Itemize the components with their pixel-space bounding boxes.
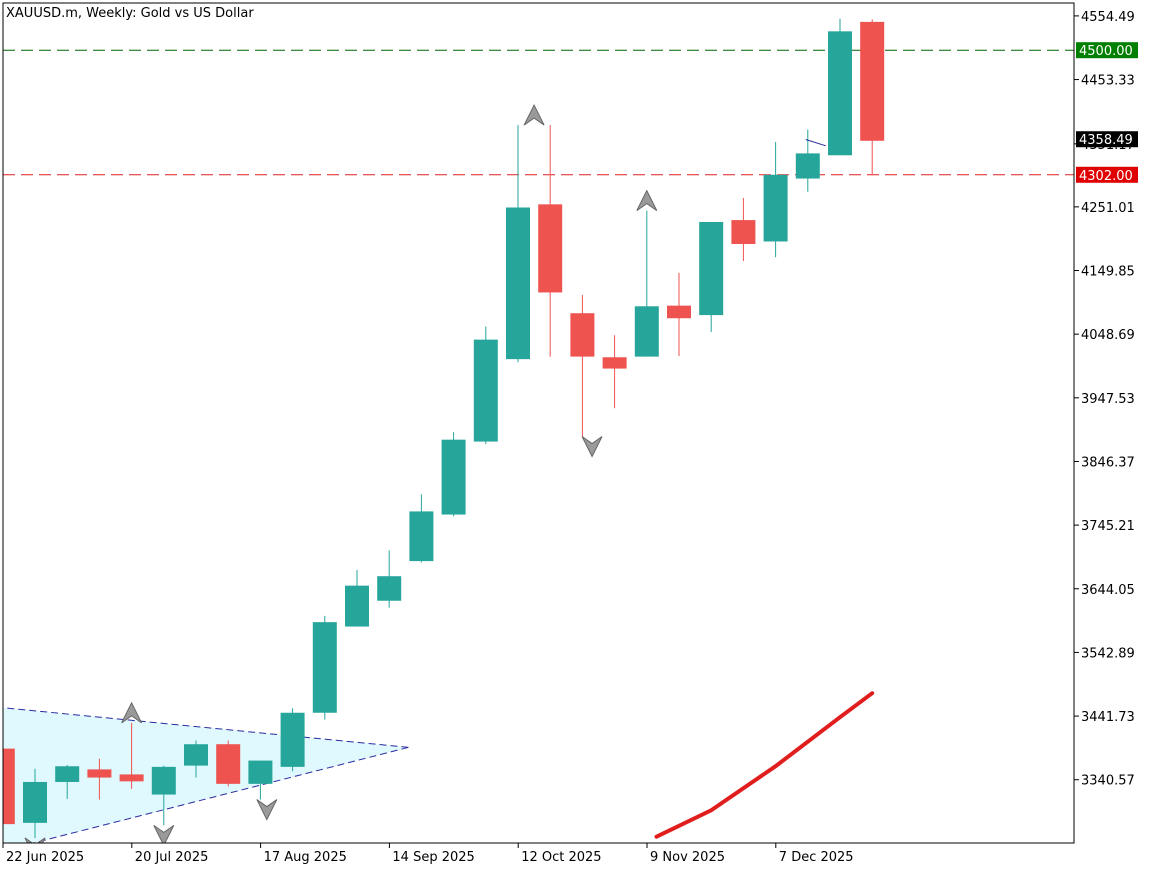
candle-13[interactable] bbox=[441, 432, 466, 517]
x-tick-label: 17 Aug 2025 bbox=[264, 850, 347, 865]
candle-body bbox=[731, 220, 756, 244]
current-price-label-bg bbox=[1076, 131, 1138, 148]
candle-body bbox=[216, 744, 241, 784]
candle-body bbox=[55, 766, 80, 782]
candle-body bbox=[473, 339, 498, 442]
candle-15[interactable] bbox=[506, 125, 530, 363]
candle-0[interactable] bbox=[23, 768, 47, 838]
candle-2[interactable] bbox=[87, 758, 112, 800]
x-tick-label: 9 Nov 2025 bbox=[650, 850, 725, 865]
candle-body bbox=[570, 313, 595, 357]
candle-6[interactable] bbox=[216, 740, 241, 787]
y-tick-label: 4251.01 bbox=[1081, 201, 1135, 216]
candle-body bbox=[377, 576, 402, 601]
candle-body bbox=[184, 744, 208, 766]
level-label-4500.00-bg bbox=[1076, 42, 1138, 59]
y-tick-label: 3644.05 bbox=[1081, 583, 1135, 598]
candle-body bbox=[23, 781, 47, 823]
fractal-down-arrow-4 bbox=[153, 824, 175, 843]
plot-area[interactable] bbox=[0, 18, 1074, 858]
candle-body bbox=[280, 712, 305, 767]
candle-22[interactable] bbox=[731, 198, 756, 261]
candle-body bbox=[409, 511, 434, 562]
candle-body bbox=[634, 306, 659, 357]
level-label-4302.00-bg bbox=[1076, 166, 1138, 183]
x-tick-label: 20 Jul 2025 bbox=[135, 850, 209, 865]
candle-11[interactable] bbox=[377, 550, 402, 608]
candle-body bbox=[151, 766, 176, 795]
fractal-up-arrow-2 bbox=[636, 189, 658, 212]
candle-4[interactable] bbox=[151, 765, 176, 826]
candle-body bbox=[699, 221, 724, 316]
fractal-down-arrow-3 bbox=[24, 837, 46, 843]
candle-body bbox=[795, 153, 820, 179]
candle-3[interactable] bbox=[119, 722, 144, 789]
candle-25[interactable] bbox=[828, 18, 852, 156]
x-tick-label: 12 Oct 2025 bbox=[521, 850, 601, 865]
fractal-up-arrow-0 bbox=[121, 701, 143, 724]
candle-9[interactable] bbox=[312, 615, 337, 720]
candle-body bbox=[345, 585, 369, 627]
candle-body bbox=[828, 31, 852, 156]
trend-marker-line bbox=[805, 139, 826, 147]
moving-average-line[interactable] bbox=[654, 691, 875, 839]
y-tick-label: 3542.89 bbox=[1081, 646, 1135, 661]
triangle-lower-line[interactable] bbox=[0, 746, 409, 852]
candle-body bbox=[763, 174, 788, 242]
candle-19[interactable] bbox=[634, 210, 659, 357]
fractal-down-arrow-5 bbox=[256, 799, 278, 821]
candle-7[interactable] bbox=[248, 760, 273, 800]
level-label-4500.00: 4500.00 bbox=[1079, 44, 1133, 59]
candle-26[interactable] bbox=[860, 19, 885, 175]
y-tick-label: 4149.85 bbox=[1081, 265, 1135, 280]
candle-body bbox=[860, 21, 885, 141]
y-tick-label: 3947.53 bbox=[1081, 392, 1135, 407]
fractal-up-arrow-1 bbox=[523, 103, 545, 126]
candle-8[interactable] bbox=[280, 708, 305, 772]
candle-body bbox=[538, 204, 563, 293]
level-label-4302.00: 4302.00 bbox=[1079, 169, 1133, 184]
candle-20[interactable] bbox=[667, 272, 691, 356]
x-tick-label: 22 Jun 2025 bbox=[6, 850, 84, 865]
candle-body bbox=[667, 305, 691, 319]
y-tick-label: 3846.37 bbox=[1081, 455, 1135, 470]
candle-16[interactable] bbox=[538, 125, 563, 357]
y-tick-label: 3340.57 bbox=[1081, 774, 1135, 789]
x-tick-label: 14 Sep 2025 bbox=[392, 850, 474, 865]
candle-5[interactable] bbox=[184, 740, 208, 778]
plot-frame bbox=[2, 2, 1075, 844]
y-tick-label: 4048.69 bbox=[1081, 328, 1135, 343]
candle-1[interactable] bbox=[55, 764, 80, 799]
candle-10[interactable] bbox=[345, 569, 369, 627]
candle-17[interactable] bbox=[570, 294, 595, 437]
y-tick-label: 3745.21 bbox=[1081, 519, 1135, 534]
y-tick-label: 4453.33 bbox=[1081, 74, 1135, 89]
candle-body bbox=[602, 357, 627, 369]
candle-24[interactable] bbox=[795, 129, 820, 192]
x-tick-label: 7 Dec 2025 bbox=[779, 850, 854, 865]
candle-18[interactable] bbox=[602, 335, 627, 409]
chart-title: XAUUSD.m, Weekly: Gold vs US Dollar bbox=[6, 6, 254, 21]
candle-body bbox=[312, 622, 337, 713]
candle-14[interactable] bbox=[473, 326, 498, 445]
candle-body bbox=[87, 769, 112, 778]
y-tick-label: 3441.73 bbox=[1081, 710, 1135, 725]
candle-body bbox=[3, 748, 15, 825]
fractal-down-arrow-6 bbox=[581, 436, 603, 458]
candle-body bbox=[441, 439, 466, 515]
candle-21[interactable] bbox=[699, 221, 724, 333]
triangle-pattern-fill bbox=[3, 707, 409, 843]
y-tick-label: 4554.49 bbox=[1081, 10, 1135, 25]
candle-body bbox=[248, 760, 273, 784]
candle--1[interactable] bbox=[0, 742, 15, 830]
axes: 4554.494453.334351.174251.014149.854048.… bbox=[2, 2, 1138, 865]
candle-12[interactable] bbox=[409, 494, 434, 563]
triangle-upper-line[interactable] bbox=[0, 707, 409, 748]
candle-body bbox=[506, 207, 530, 360]
candle-23[interactable] bbox=[763, 142, 788, 258]
candle-body bbox=[119, 774, 144, 782]
current-price-label: 4358.49 bbox=[1079, 133, 1133, 148]
